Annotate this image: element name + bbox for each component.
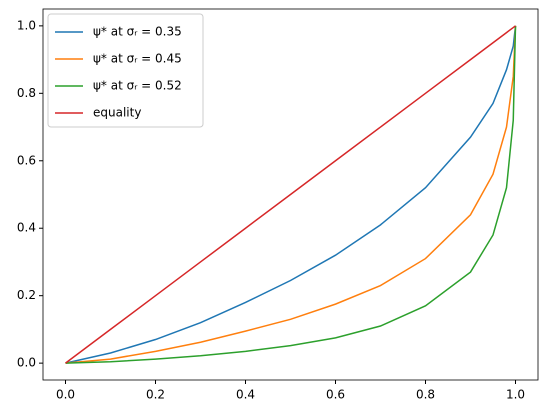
plot-frame [42,8,539,381]
x-tick-label: 0.2 [146,388,165,402]
y-tick-label: 0.4 [17,221,36,235]
legend-label: equality [93,106,141,120]
legend-box [47,13,204,128]
line [65,25,517,364]
y-tick-label: 0.6 [17,153,36,167]
x-tick-label: 0.6 [326,388,345,402]
line [65,25,516,364]
legend-label: ψ* at σᵣ = 0.45 [93,52,182,66]
legend-label: ψ* at σᵣ = 0.52 [93,79,182,93]
x-tick-label: 0.0 [56,388,75,402]
line [65,25,517,364]
x-tick-label: 1.0 [506,388,525,402]
x-tick-label: 0.4 [236,388,255,402]
legend-label: ψ* at σᵣ = 0.35 [93,25,182,39]
y-tick-label: 1.0 [17,18,36,32]
line [65,25,517,364]
y-tick-label: 0.0 [17,356,36,370]
y-tick-label: 0.2 [17,288,36,302]
y-tick-label: 0.8 [17,86,36,100]
x-tick-label: 0.8 [416,388,435,402]
